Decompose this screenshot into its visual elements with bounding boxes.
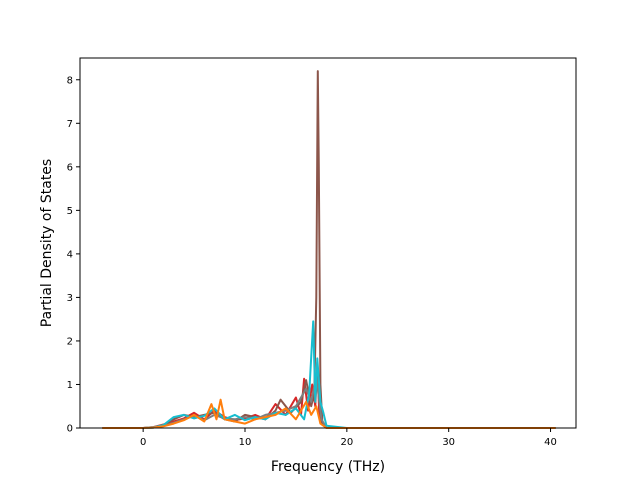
y-tick-label: 0	[67, 424, 73, 435]
x-tick-label: 40	[544, 437, 557, 448]
series-layer	[102, 70, 556, 429]
series-line-1	[102, 361, 556, 429]
x-tick-label: 20	[340, 437, 353, 448]
x-tick-label: 30	[442, 437, 455, 448]
y-axis-label: Partial Density of States	[39, 159, 55, 327]
y-tick-label: 1	[67, 380, 73, 391]
y-tick-label: 6	[67, 162, 73, 173]
y-axis: 0 1 2 3 4 5 6 7 8	[67, 75, 80, 435]
x-tick-label: 10	[239, 437, 252, 448]
y-tick-label: 4	[67, 249, 73, 260]
x-axis: 0 10 20 30 40	[140, 428, 557, 448]
y-tick-label: 7	[67, 119, 73, 130]
y-tick-label: 8	[67, 75, 73, 86]
x-axis-label: Frequency (THz)	[271, 459, 385, 475]
series-line-4	[102, 320, 556, 429]
y-tick-label: 5	[67, 206, 73, 217]
series-line-5	[102, 398, 556, 429]
plot-frame	[79, 57, 577, 429]
x-tick-label: 0	[140, 437, 146, 448]
y-tick-label: 3	[67, 293, 73, 304]
y-tick-label: 2	[67, 336, 73, 347]
series-line-2	[102, 70, 556, 429]
